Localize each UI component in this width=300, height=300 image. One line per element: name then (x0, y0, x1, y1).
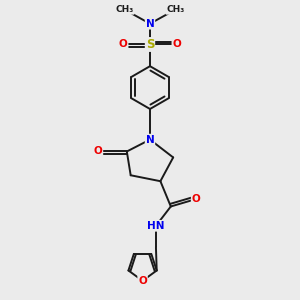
Text: N: N (146, 135, 154, 145)
Text: O: O (119, 40, 128, 50)
Text: O: O (192, 194, 200, 204)
Text: O: O (172, 40, 181, 50)
Text: S: S (146, 38, 154, 51)
Text: CH₃: CH₃ (116, 5, 134, 14)
Text: N: N (146, 19, 154, 29)
Text: O: O (138, 276, 147, 286)
Text: O: O (94, 146, 102, 157)
Text: CH₃: CH₃ (166, 5, 184, 14)
Text: HN: HN (147, 221, 165, 231)
